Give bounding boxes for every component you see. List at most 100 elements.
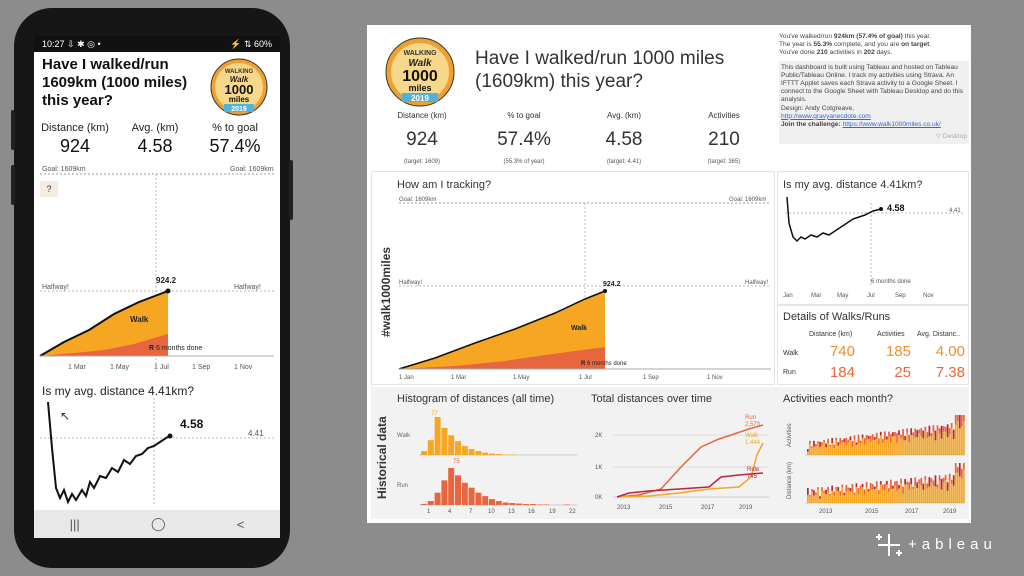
svg-text:R: R [149, 345, 154, 352]
monthly-distance-bar [938, 475, 941, 481]
svg-text:Goal: 1609km: Goal: 1609km [399, 197, 436, 203]
svg-text:75: 75 [453, 459, 460, 465]
monthly-distance-bar [881, 484, 884, 490]
monthly-activities-bar [948, 428, 951, 434]
svg-text:2017: 2017 [701, 505, 715, 511]
monthly-distance-bar [932, 480, 935, 486]
monthly-distance-bar [807, 488, 809, 495]
monthly-distance-bar [833, 495, 836, 503]
monthly-activities-bar [835, 437, 838, 441]
monthly-activities-bar [962, 421, 965, 455]
monthly-activities-bar [879, 431, 882, 436]
svg-text:1 Nov: 1 Nov [707, 375, 723, 381]
monthly-distance-bar [952, 475, 955, 486]
monthly-activities-bar [908, 442, 911, 455]
device-selector[interactable]: ▽ Desktop [935, 133, 967, 141]
back-button[interactable]: < [236, 516, 245, 532]
monthly-distance-bar [831, 490, 834, 503]
kpi-goal-value: 57.4% [209, 136, 261, 156]
monthly-activities-bar [888, 436, 890, 455]
monthly-activities-bar [926, 437, 929, 455]
details-title: Details of Walks/Runs [783, 311, 891, 323]
svg-text:19: 19 [549, 509, 556, 515]
home-button[interactable]: ◯ [150, 516, 166, 531]
monthly-distance-bar [888, 491, 890, 503]
monthly-distance-bar [829, 495, 832, 503]
monthly-distance-bar [823, 490, 825, 493]
monthly-distance-bar [843, 492, 846, 496]
dashboard-title: Have I walked/run 1000 miles (1609km) th… [475, 48, 725, 92]
monthly-distance-bar [900, 482, 902, 503]
monthly-distance-bar [936, 487, 939, 503]
monthly-distance-bar [841, 484, 844, 488]
monthly-activities-bar [865, 434, 868, 441]
monthly-distance-bar [934, 486, 937, 503]
monthly-distance-bar [859, 489, 862, 503]
monthly-distance-bar [815, 492, 817, 495]
monthly-distance-bar [948, 480, 951, 503]
svg-text:Halfway!: Halfway! [399, 280, 422, 286]
monthly-activities-bar [894, 431, 896, 437]
monthly-distance-bar [946, 490, 949, 503]
svg-text:1K: 1K [595, 465, 602, 471]
monthly-distance-bar [902, 493, 904, 503]
status-time: 10:27 [42, 38, 65, 49]
monthly-distance-bar [881, 489, 884, 503]
walk-1000-miles-badge: WALKING Walk 1000 miles 2019 [210, 58, 268, 116]
monthly-distance-bar [896, 481, 898, 491]
svg-text:2019: 2019 [943, 509, 957, 515]
svg-text:Walk: Walk [745, 433, 759, 439]
svg-text:924.2: 924.2 [156, 276, 177, 285]
monthly-activities-bar [904, 440, 906, 455]
about-text: This dashboard is built using Tableau an… [779, 60, 969, 145]
monthly-activities-bar [914, 428, 917, 438]
monthly-activities-bar [912, 435, 915, 455]
monthly-distance-bar [924, 480, 927, 503]
monthly-distance-bar [892, 485, 894, 489]
join-link[interactable]: https://www.walk1000miles.co.uk/ [842, 121, 941, 129]
monthly-distance-bar [926, 483, 929, 489]
monthly-activities-bar [811, 446, 813, 448]
svg-text:Walk: Walk [230, 75, 249, 84]
monthly-activities-bar [879, 435, 882, 455]
monthly-distance-bar [890, 489, 892, 503]
help-button[interactable]: ? [40, 181, 58, 197]
svg-text:1 Jul: 1 Jul [579, 375, 592, 381]
monthly-distance-bar [829, 494, 832, 496]
monthly-activities-bar [859, 443, 862, 455]
monthly-activities-bar [809, 443, 811, 455]
monthly-activities-bar [835, 440, 838, 455]
svg-text:2015: 2015 [865, 509, 879, 515]
svg-text:2019: 2019 [739, 505, 753, 511]
svg-text:1 Sep: 1 Sep [192, 364, 210, 371]
svg-text:4.41: 4.41 [248, 429, 264, 438]
monthly-activities-bar [853, 439, 856, 455]
svg-text:7: 7 [469, 509, 473, 515]
monthly-activities-bar [890, 434, 892, 443]
design-link[interactable]: http://www.gravyanecdote.com [781, 112, 871, 120]
monthly-distance-bar [900, 478, 902, 483]
monthly-activities-bar [877, 443, 880, 455]
monthly-activities-bar [910, 428, 913, 435]
monthly-distance-bar [837, 486, 840, 492]
svg-text:2013: 2013 [819, 509, 833, 515]
monthly-activities-bar [841, 442, 844, 455]
svg-text:Run: Run [397, 483, 408, 489]
run-total-line [616, 424, 764, 498]
monthly-distance-bar [890, 479, 892, 490]
phone-goal-label-left: Goal: 1609km [42, 166, 86, 173]
monthly-distance-bar [879, 481, 882, 485]
tableau-wordmark: +ableau [908, 536, 997, 553]
svg-text:4.58: 4.58 [887, 203, 905, 213]
dash-avg-title: Is my avg. distance 4.41km? [783, 179, 923, 191]
dash-kpi-activities-value: 210 [708, 129, 740, 150]
monthly-distance-bar [815, 494, 817, 503]
details-header-activities: Activities [877, 331, 905, 338]
histogram-run-bar [434, 492, 441, 505]
monthly-activities-bar [956, 421, 959, 455]
svg-text:6 months done: 6 months done [871, 279, 911, 285]
monthly-activities-bar [956, 415, 959, 422]
recent-apps-button[interactable]: ||| [69, 516, 80, 532]
svg-text:16: 16 [528, 509, 535, 515]
monthly-activities-bar [904, 436, 906, 441]
